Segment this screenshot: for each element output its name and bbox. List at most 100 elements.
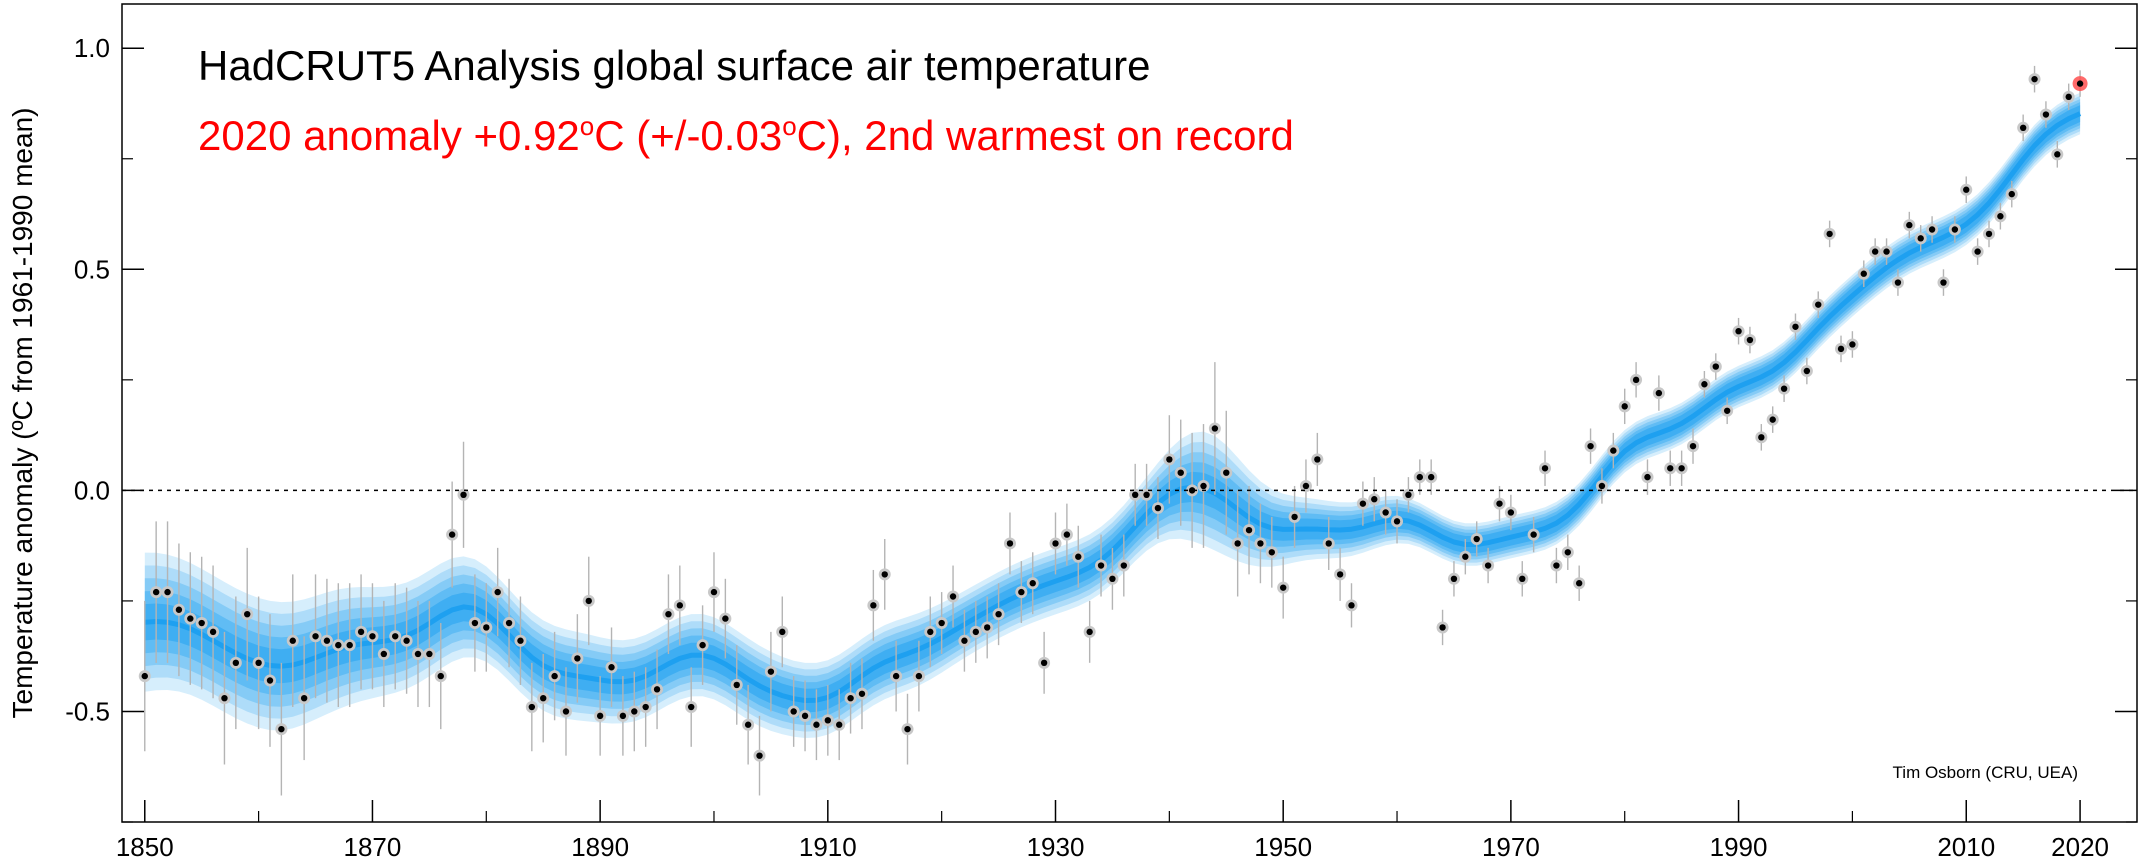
- x-tick-label: 1910: [799, 832, 857, 862]
- data-point-1944: [1208, 422, 1221, 435]
- data-point-2010: [1960, 183, 1973, 196]
- data-point-1953: [1311, 453, 1324, 466]
- data-point-1897: [673, 599, 686, 612]
- x-tick-label: 1990: [1710, 832, 1768, 862]
- data-point-1962: [1413, 471, 1426, 484]
- x-axis: 1850 1870 1890 1910 1930 1950 1970 1990 2010 2020: [116, 800, 2109, 862]
- data-point-1856: [207, 625, 220, 638]
- data-point-1955: [1334, 568, 1347, 581]
- data-point-1866: [320, 634, 333, 647]
- data-point-1879: [468, 617, 481, 630]
- data-point-1864: [298, 692, 311, 705]
- data-point-1925: [992, 608, 1005, 621]
- data-point-1957: [1356, 497, 1369, 510]
- data-point-1948: [1254, 537, 1267, 550]
- data-point-1956: [1345, 599, 1358, 612]
- data-point-1931: [1060, 528, 1073, 541]
- data-point-1979: [1607, 444, 1620, 457]
- data-point-1863: [286, 634, 299, 647]
- data-point-1936: [1117, 559, 1130, 572]
- annual-points: [138, 73, 2088, 762]
- data-point-2006: [1914, 232, 1927, 245]
- data-point-1916: [890, 670, 903, 683]
- data-point-1920: [935, 617, 948, 630]
- data-point-1942: [1186, 484, 1199, 497]
- data-point-1946: [1231, 537, 1244, 550]
- data-point-1898: [685, 701, 698, 714]
- data-point-1927: [1015, 586, 1028, 599]
- data-point-1875: [423, 647, 436, 660]
- data-point-2019: [2062, 90, 2075, 103]
- data-point-1862: [275, 723, 288, 736]
- data-point-1983: [1652, 387, 1665, 400]
- data-point-1964: [1436, 621, 1449, 634]
- data-point-1974: [1550, 559, 1563, 572]
- data-point-1970: [1504, 506, 1517, 519]
- data-point-1918: [912, 670, 925, 683]
- data-point-1867: [332, 639, 345, 652]
- x-tick-label: 1850: [116, 832, 174, 862]
- data-point-1910: [821, 714, 834, 727]
- data-point-1926: [1003, 537, 1016, 550]
- data-point-1873: [400, 634, 413, 647]
- x-tick-label: 2010: [1937, 832, 1995, 862]
- data-point-1876: [434, 670, 447, 683]
- data-point-1982: [1641, 471, 1654, 484]
- data-point-1937: [1129, 488, 1142, 501]
- data-point-1850: [138, 670, 151, 683]
- data-point-1911: [833, 718, 846, 731]
- data-point-1880: [480, 621, 493, 634]
- data-point-1967: [1470, 533, 1483, 546]
- data-point-1939: [1151, 502, 1164, 515]
- data-point-1869: [355, 625, 368, 638]
- data-point-2001: [1857, 267, 1870, 280]
- data-point-1886: [548, 670, 561, 683]
- y-tick-label: 0.5: [74, 254, 110, 284]
- data-point-1853: [172, 603, 185, 616]
- data-point-1935: [1106, 572, 1119, 585]
- plot-frame: [121, 3, 2138, 823]
- data-point-1896: [662, 608, 675, 621]
- data-point-1938: [1140, 488, 1153, 501]
- data-point-1882: [503, 617, 516, 630]
- data-point-1961: [1402, 488, 1415, 501]
- data-point-1919: [924, 625, 937, 638]
- data-point-2002: [1869, 245, 1882, 258]
- data-point-1959: [1379, 506, 1392, 519]
- data-point-1928: [1026, 577, 1039, 590]
- data-point-1860: [252, 656, 265, 669]
- data-point-1883: [514, 634, 527, 647]
- data-point-1857: [218, 692, 231, 705]
- data-point-1990: [1732, 325, 1745, 338]
- data-point-1885: [537, 692, 550, 705]
- data-point-1934: [1095, 559, 1108, 572]
- data-point-1907: [787, 705, 800, 718]
- data-point-1960: [1391, 515, 1404, 528]
- data-point-1985: [1675, 462, 1688, 475]
- data-point-1890: [594, 709, 607, 722]
- x-tick-label: 1950: [1254, 832, 1312, 862]
- data-point-1904: [753, 749, 766, 762]
- data-point-1958: [1368, 493, 1381, 506]
- data-point-1976: [1573, 577, 1586, 590]
- data-point-1991: [1743, 334, 1756, 347]
- data-point-1859: [241, 608, 254, 621]
- y-tick-label: 1.0: [74, 33, 110, 63]
- data-point-1995: [1789, 320, 1802, 333]
- data-point-1913: [855, 687, 868, 700]
- data-point-1998: [1823, 227, 1836, 240]
- credit-label: Tim Osborn (CRU, UEA): [1893, 763, 2078, 782]
- data-point-1997: [1812, 298, 1825, 311]
- data-point-2005: [1903, 219, 1916, 232]
- data-point-1878: [457, 488, 470, 501]
- error-bars: [144, 65, 2081, 796]
- data-point-1996: [1800, 364, 1813, 377]
- data-point-1874: [411, 647, 424, 660]
- data-point-2009: [1948, 223, 1961, 236]
- data-point-1933: [1083, 625, 1096, 638]
- data-point-1951: [1288, 510, 1301, 523]
- data-point-1932: [1072, 550, 1085, 563]
- data-point-1987: [1698, 378, 1711, 391]
- data-point-1922: [958, 634, 971, 647]
- data-point-2011: [1971, 245, 1984, 258]
